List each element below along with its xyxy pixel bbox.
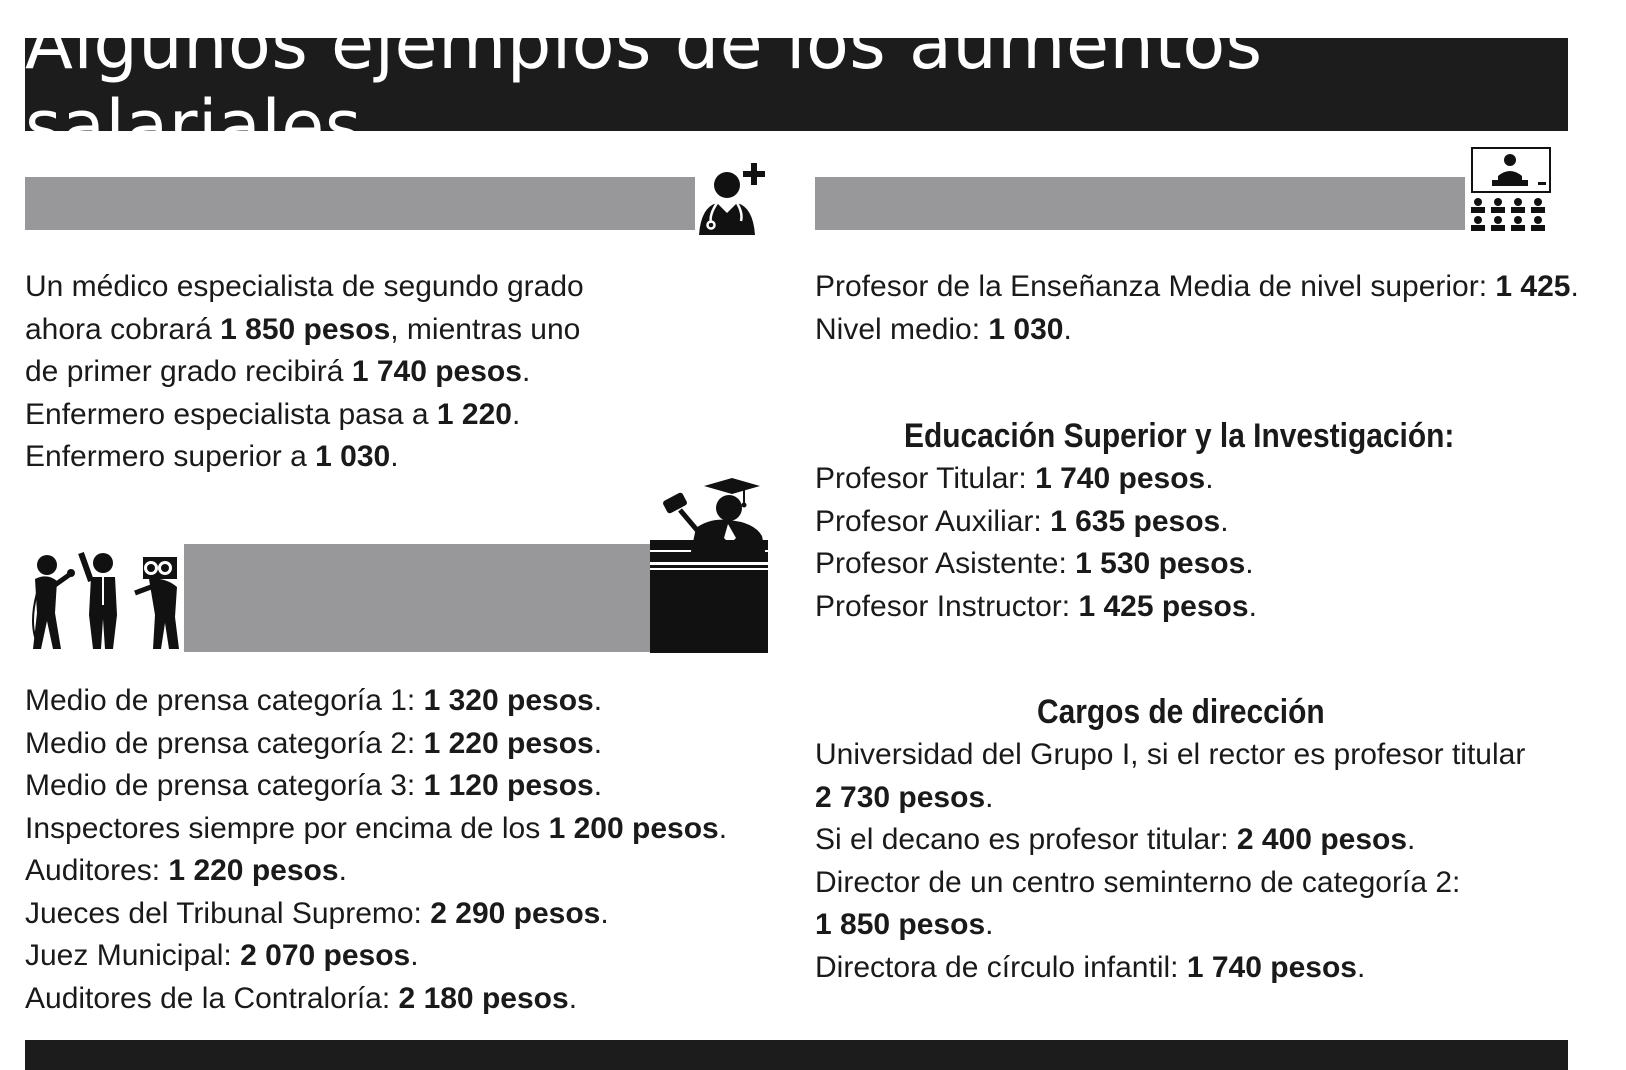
judge-icon	[650, 478, 768, 653]
higher-education-line-4: Profesor Instructor: 1 425 pesos.	[815, 589, 1257, 623]
health-line-2: ahora cobrará 1 850 pesos, mientras uno	[25, 312, 581, 346]
press-line-5: Auditores: 1 220 pesos.	[25, 854, 347, 887]
press-line-7: Juez Municipal: 2 070 pesos.	[25, 939, 419, 972]
education-media-line-2: Nivel medio: 1 030.	[815, 312, 1072, 346]
management-line-5: 1 850 pesos.	[815, 908, 994, 941]
higher-education-line-2: Profesor Auxiliar: 1 635 pesos.	[815, 504, 1229, 538]
doctor-icon	[699, 163, 765, 235]
press-line-6: Jueces del Tribunal Supremo: 2 290 pesos…	[25, 896, 609, 930]
higher-education-line-3: Profesor Asistente: 1 530 pesos.	[815, 547, 1254, 580]
education-media-salaries: Profesor de la Enseñanza Media de nivel …	[815, 266, 1579, 351]
health-section-bar	[25, 177, 695, 230]
management-line-1: Universidad del Grupo I, si el rector es…	[815, 738, 1526, 771]
education-media-line-1: Profesor de la Enseñanza Media de nivel …	[815, 270, 1579, 303]
education-section-bar	[815, 177, 1465, 230]
management-salaries: Universidad del Grupo I, si el rector es…	[815, 734, 1525, 989]
press-reporters-icon	[32, 551, 179, 649]
press-line-1: Medio de prensa categoría 1: 1 320 pesos…	[25, 684, 603, 717]
management-line-3: Si el decano es profesor titular: 2 400 …	[815, 823, 1416, 856]
management-line-4: Director de un centro seminterno de cate…	[815, 865, 1461, 899]
press-line-3: Medio de prensa categoría 3: 1 120 pesos…	[25, 769, 603, 802]
press-line-2: Medio de prensa categoría 2: 1 220 pesos…	[25, 726, 603, 760]
higher-education-salaries: Profesor Titular: 1 740 pesos. Profesor …	[815, 458, 1257, 628]
health-line-3: de primer grado recibirá 1 740 pesos.	[25, 355, 531, 388]
management-heading: Cargos de dirección	[1037, 693, 1325, 731]
management-line-2: 2 730 pesos.	[815, 780, 994, 814]
health-salaries: Un médico especialista de segundo grado …	[25, 266, 584, 479]
higher-education-heading: Educación Superior y la Investigación:	[904, 417, 1455, 455]
health-line-5: Enfermero superior a 1 030.	[25, 440, 399, 473]
press-section-bar	[184, 544, 650, 652]
teacher-classroom-icon	[1471, 147, 1551, 231]
press-line-8: Auditores de la Contraloría: 2 180 pesos…	[25, 981, 578, 1015]
press-line-4: Inspectores siempre por encima de los 1 …	[25, 811, 728, 845]
management-line-6: Directora de círculo infantil: 1 740 pes…	[815, 950, 1366, 984]
health-line-1: Un médico especialista de segundo grado	[25, 270, 584, 303]
page-title: Algunos ejemplos de los aumentos salaria…	[25, 3, 1568, 167]
bottom-band	[25, 1040, 1568, 1070]
press-salaries: Medio de prensa categoría 1: 1 320 pesos…	[25, 680, 727, 1020]
health-line-4: Enfermero especialista pasa a 1 220.	[25, 397, 521, 431]
higher-education-line-1: Profesor Titular: 1 740 pesos.	[815, 462, 1214, 495]
